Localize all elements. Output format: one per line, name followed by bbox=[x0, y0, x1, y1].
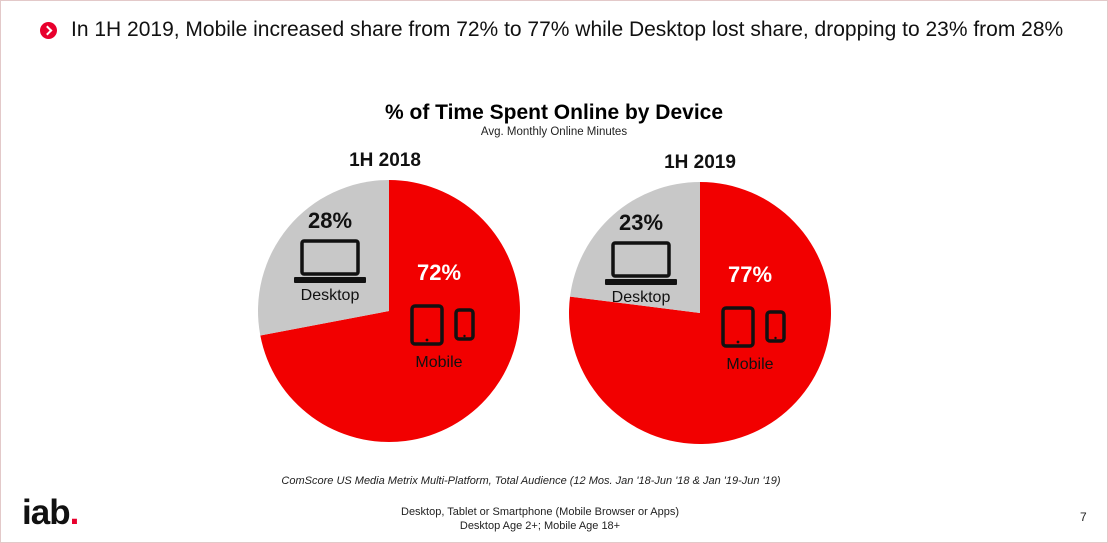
desktop-percent-label: 28% bbox=[308, 208, 352, 233]
headline: In 1H 2019, Mobile increased share from … bbox=[40, 18, 1100, 42]
pie-slice-desktop bbox=[258, 180, 389, 336]
desktop-percent-label: 23% bbox=[619, 210, 663, 235]
laptop-base bbox=[294, 277, 366, 283]
mobile-label: Mobile bbox=[415, 354, 462, 371]
tablet-button bbox=[736, 340, 740, 344]
logo-text: iab bbox=[22, 493, 71, 532]
pie-period-label: 1H 2018 bbox=[349, 150, 421, 171]
chevron-bullet-icon bbox=[40, 21, 57, 39]
footnote-line-2: Desktop Age 2+; Mobile Age 18+ bbox=[459, 520, 621, 532]
chart-title: % of Time Spent Online by Device bbox=[384, 101, 724, 124]
pie-group-1: 1H 2018 72% Mobile 28% Desktop bbox=[258, 150, 520, 442]
laptop-screen bbox=[300, 239, 360, 276]
tablet-body bbox=[410, 304, 444, 346]
laptop-base bbox=[605, 279, 677, 285]
mobile-label: Mobile bbox=[726, 356, 773, 373]
page-number: 7 bbox=[1080, 510, 1087, 524]
desktop-label: Desktop bbox=[612, 289, 671, 306]
pie-slice-mobile bbox=[260, 180, 520, 442]
logo-dot: . bbox=[69, 493, 80, 532]
phone-button bbox=[463, 334, 466, 338]
tablet-body bbox=[721, 306, 755, 348]
mobile-percent-label: 72% bbox=[417, 260, 461, 285]
source-note: ComScore US Media Metrix Multi-Platform,… bbox=[281, 475, 781, 487]
desktop-label: Desktop bbox=[301, 287, 360, 304]
pie-slice-mobile bbox=[569, 182, 831, 444]
chart-subtitle: Avg. Monthly Online Minutes bbox=[480, 126, 628, 138]
phone-button bbox=[774, 336, 777, 340]
iab-logo: iab. bbox=[22, 493, 80, 532]
footnote: Desktop, Tablet or Smartphone (Mobile Br… bbox=[0, 505, 1080, 533]
pie-group-2: 1H 2019 77% Mobile 23% Desktop bbox=[569, 152, 831, 444]
headline-text: In 1H 2019, Mobile increased share from … bbox=[71, 18, 1064, 41]
laptop-screen bbox=[611, 241, 671, 278]
phone-body bbox=[765, 310, 786, 343]
phone-body bbox=[454, 308, 475, 341]
pie-period-label: 1H 2019 bbox=[664, 152, 736, 173]
mobile-percent-label: 77% bbox=[728, 262, 772, 287]
footnote-line-1: Desktop, Tablet or Smartphone (Mobile Br… bbox=[401, 506, 679, 518]
tablet-button bbox=[425, 338, 429, 342]
